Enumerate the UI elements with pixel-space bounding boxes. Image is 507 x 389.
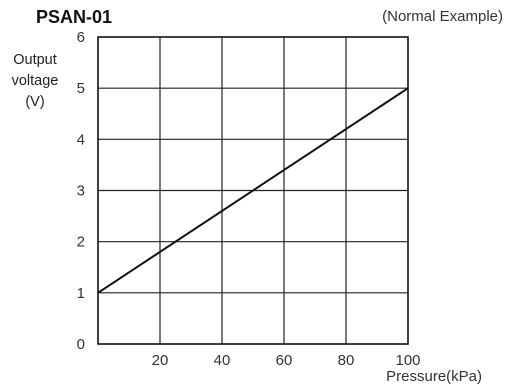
x-axis-label: Pressure(kPa) [386,368,482,385]
chart-subtitle: (Normal Example) [382,8,503,25]
x-tick-label-60: 60 [276,352,293,369]
y-axis-label: Output voltage (V) [0,50,70,113]
plot-frame [97,36,409,345]
x-tick-label-40: 40 [214,352,231,369]
x-tick-label-100: 100 [395,352,420,369]
y-tick-label-5: 5 [77,80,85,97]
y-tick-label-1: 1 [77,285,85,302]
y-axis-label-line-2: voltage [11,73,59,89]
y-tick-label-6: 6 [77,29,85,46]
x-tick-label-80: 80 [338,352,355,369]
y-axis-label-line-1: Output [13,52,57,68]
chart-title: PSAN-01 [36,7,113,27]
y-tick-label-3: 3 [77,183,85,200]
y-tick-label-2: 2 [77,234,85,251]
y-axis-label-line-3: (V) [25,94,45,110]
y-tick-label-4: 4 [77,131,85,148]
series-line-0 [97,87,409,294]
x-tick-label-20: 20 [152,352,169,369]
y-tick-label-0: 0 [77,336,85,353]
